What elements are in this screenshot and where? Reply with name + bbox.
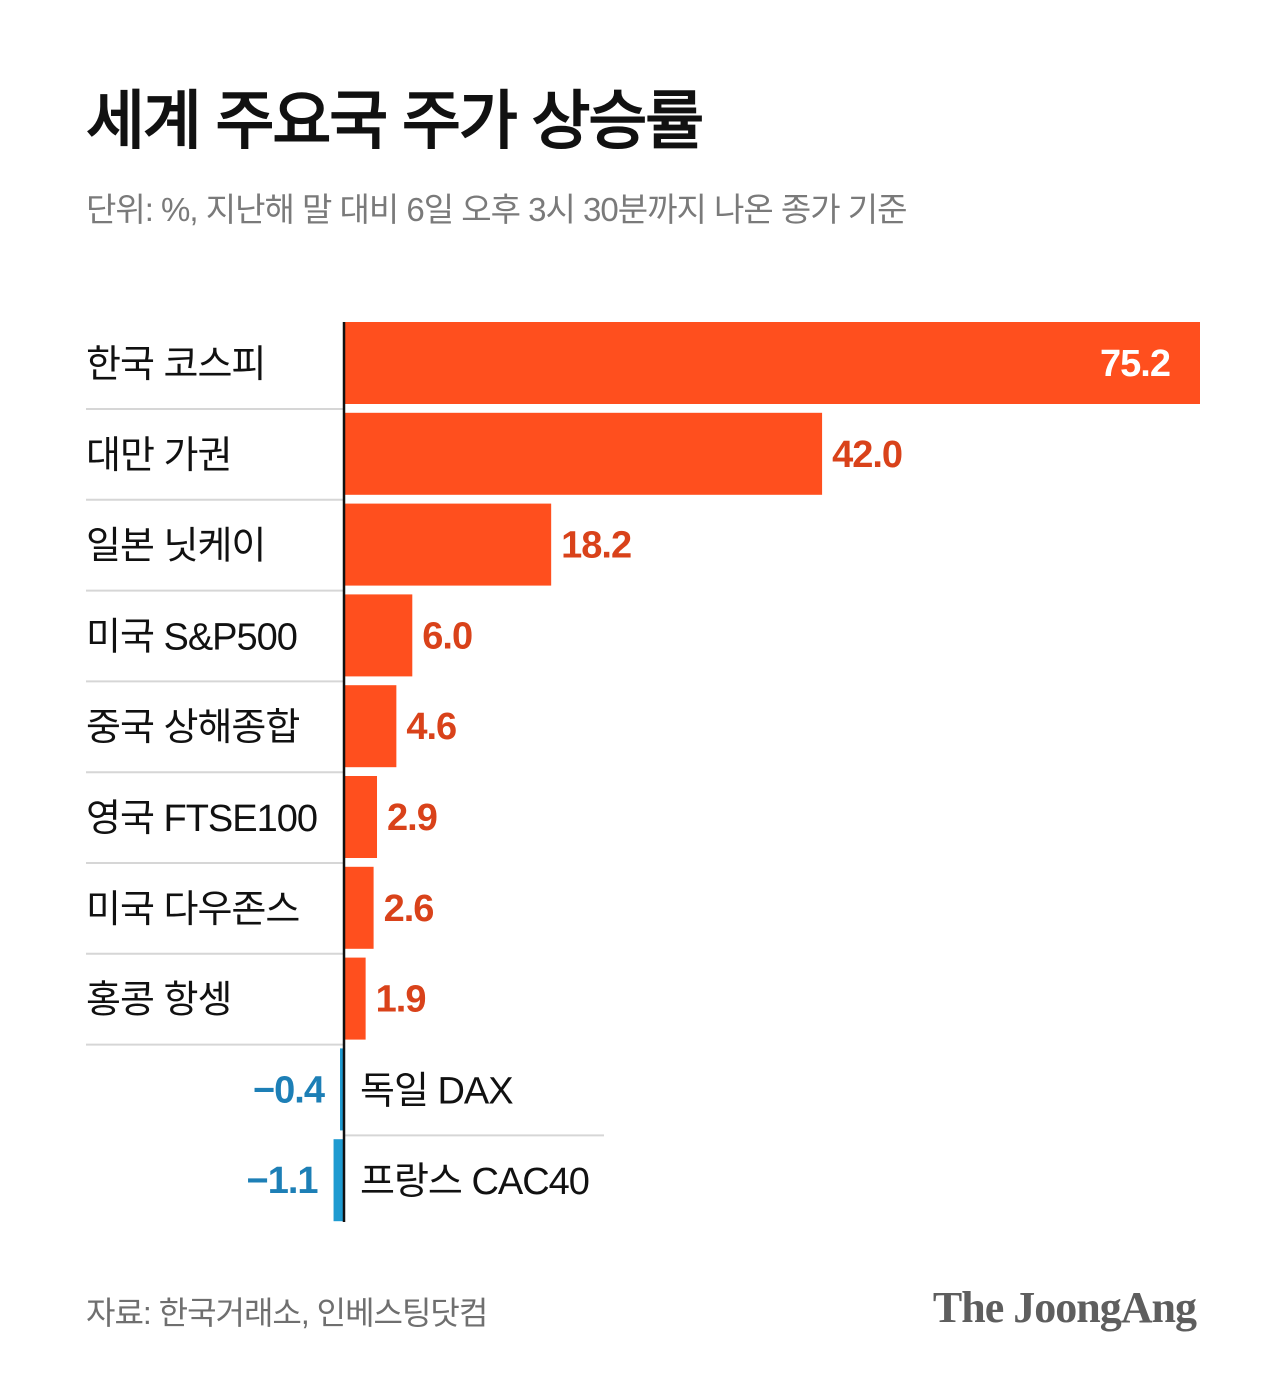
bar-chart-3 [344,594,413,677]
bar-chart-2 [344,503,552,586]
data-label-chart-9: −1.1 [247,1160,319,1202]
category-label-chart-5: 영국 FTSE100 [86,798,317,840]
category-label-chart-7: 홍콩 항셍 [86,980,231,1022]
data-label-chart-5: 2.9 [387,797,437,839]
data-label-chart-0: 75.2 [1100,343,1170,385]
source-note: 자료: 한국거래소, 인베스팅닷컴 [86,1295,488,1331]
bar-chart-0 [344,322,1200,404]
data-label-chart-1: 42.0 [832,434,902,476]
category-label-chart-4: 중국 상해종합 [86,707,299,749]
category-label-chart-8: 독일 DAX [360,1070,513,1112]
category-label-chart-3: 미국 S&P500 [86,616,297,658]
data-label-chart-3: 6.0 [422,615,472,657]
data-label-chart-2: 18.2 [561,525,631,567]
category-label-chart-0: 한국 코스피 [86,344,265,386]
data-label-chart-6: 2.6 [384,888,434,930]
bar-chart-9 [333,1139,344,1222]
data-label-chart-4: 4.6 [406,706,456,748]
bar-chart-7 [344,957,366,1040]
category-label-chart-2: 일본 닛케이 [86,526,265,568]
chart-subtitle: 단위: %, 지난해 말 대비 6일 오후 3시 30분까지 나온 종가 기준 [86,191,908,228]
chart-title: 세계 주요국 주가 상승률 [86,85,704,157]
bar-chart-4 [344,685,397,768]
bar-chart-6 [344,866,374,949]
category-label-chart-1: 대만 가권 [86,435,231,477]
brand-logo: The JoongAng [932,1283,1197,1332]
bar-chart-1 [344,412,823,495]
category-label-chart-6: 미국 다우존스 [86,889,299,931]
category-label-chart-9: 프랑스 CAC40 [360,1161,589,1203]
bar-chart-8 [340,1048,344,1131]
bar-chart-5 [344,776,378,858]
data-label-chart-7: 1.9 [376,979,426,1021]
data-label-chart-8: −0.4 [253,1069,325,1111]
